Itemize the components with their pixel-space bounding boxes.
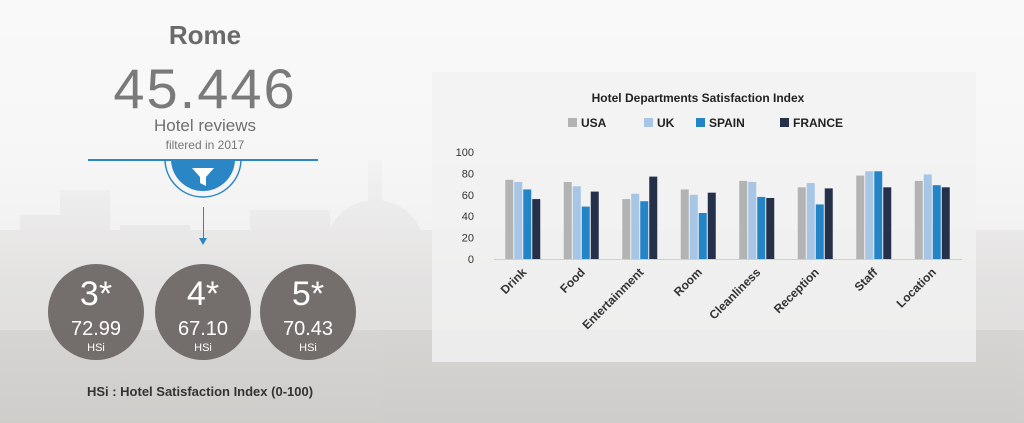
y-tick-label: 60 bbox=[462, 190, 474, 202]
bar bbox=[914, 180, 923, 259]
rating-value: 70.43 bbox=[282, 318, 334, 340]
bar bbox=[883, 187, 892, 259]
y-tick-label: 80 bbox=[462, 168, 474, 180]
bar bbox=[505, 179, 514, 259]
x-tick-label: Location bbox=[894, 265, 939, 310]
rating-circle-4-star: 4* 67.10 HSi bbox=[155, 264, 251, 360]
bar bbox=[680, 189, 689, 259]
rating-circle-5-star: 5* 70.43 HSi bbox=[260, 264, 356, 360]
y-tick-label: 20 bbox=[462, 233, 474, 245]
review-label: Hotel reviews bbox=[153, 116, 257, 135]
rating-label: 5* bbox=[291, 275, 325, 313]
filter-drop-arrow bbox=[199, 238, 207, 245]
bar bbox=[590, 191, 599, 259]
y-tick-label: 40 bbox=[462, 211, 474, 223]
city-name: Rome bbox=[168, 20, 242, 50]
chart-panel: Hotel Departments Satisfaction Index USA U… bbox=[432, 72, 976, 362]
legend-label: FRANCE bbox=[793, 116, 843, 130]
rating-value: 72.99 bbox=[70, 318, 122, 340]
hsi-footnote: HSi : Hotel Satisfaction Index (0-100) bbox=[86, 384, 314, 399]
x-tick-label: Food bbox=[557, 265, 588, 296]
bar bbox=[932, 185, 941, 259]
bar bbox=[941, 187, 950, 259]
bar bbox=[797, 187, 806, 259]
bar bbox=[739, 180, 748, 259]
bar bbox=[689, 194, 698, 259]
bar bbox=[874, 171, 883, 259]
legend-label: UK bbox=[657, 116, 675, 130]
bar bbox=[622, 199, 631, 259]
bar bbox=[581, 206, 590, 259]
bar bbox=[856, 175, 865, 259]
legend-label: SPAIN bbox=[709, 116, 745, 130]
bar bbox=[572, 186, 581, 259]
rating-label: 4* bbox=[186, 275, 220, 313]
legend-swatch bbox=[568, 118, 577, 127]
bar bbox=[865, 171, 874, 259]
bar bbox=[698, 212, 707, 259]
bar bbox=[631, 193, 640, 259]
x-tick-label: Cleanliness bbox=[706, 265, 763, 322]
review-count: 45.446 bbox=[113, 57, 297, 120]
x-tick-label: Staff bbox=[852, 265, 881, 294]
rating-circle-3-star: 3* 72.99 HSi bbox=[48, 264, 144, 360]
filter-funnel-icon[interactable] bbox=[163, 139, 243, 207]
x-tick-label: Drink bbox=[498, 265, 530, 297]
legend-label: USA bbox=[581, 116, 607, 130]
bar bbox=[824, 188, 833, 259]
legend-swatch bbox=[696, 118, 705, 127]
bar bbox=[806, 183, 815, 259]
rating-label: 3* bbox=[79, 275, 113, 313]
bar bbox=[640, 201, 649, 259]
bar bbox=[766, 198, 775, 259]
rating-value: 67.10 bbox=[177, 318, 229, 340]
legend-swatch bbox=[780, 118, 789, 127]
bar bbox=[563, 181, 572, 259]
bar bbox=[514, 181, 523, 259]
bar bbox=[649, 176, 658, 259]
bar bbox=[757, 196, 766, 259]
x-tick-label: Reception bbox=[771, 265, 822, 316]
satisfaction-bar-chart: Hotel Departments Satisfaction Index USA U… bbox=[456, 91, 962, 332]
y-tick-label: 0 bbox=[468, 254, 474, 266]
bar bbox=[523, 189, 532, 259]
rating-unit: HSi bbox=[87, 342, 105, 354]
filter-drop-line bbox=[203, 207, 204, 240]
bar bbox=[707, 192, 716, 259]
rating-unit: HSi bbox=[194, 342, 212, 354]
bar bbox=[532, 199, 541, 259]
x-tick-label: Room bbox=[671, 265, 705, 299]
bar bbox=[815, 204, 824, 259]
filter-label: filtered in 2017 bbox=[165, 138, 245, 152]
chart-title: Hotel Departments Satisfaction Index bbox=[592, 91, 805, 105]
legend-swatch bbox=[644, 118, 653, 127]
bar bbox=[748, 181, 757, 259]
x-tick-label: Entertainment bbox=[579, 265, 646, 332]
bar bbox=[923, 174, 932, 259]
rating-unit: HSi bbox=[299, 342, 317, 354]
y-tick-label: 100 bbox=[456, 147, 474, 159]
